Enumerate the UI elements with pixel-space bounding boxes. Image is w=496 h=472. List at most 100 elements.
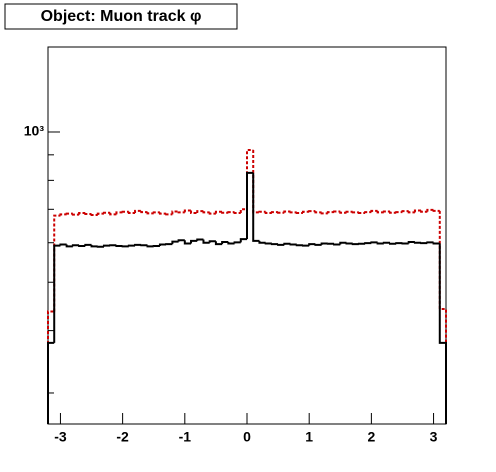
histogram-bin <box>295 212 303 215</box>
histogram-bin <box>171 240 179 245</box>
histogram-bin <box>407 211 415 214</box>
histogram-bin <box>102 211 111 214</box>
x-tick-label: 2 <box>367 429 375 445</box>
histogram-bin <box>345 210 353 213</box>
histogram-bin <box>208 212 216 215</box>
histogram-bin <box>413 209 422 213</box>
histogram-bin <box>183 209 192 213</box>
histogram-bin <box>295 244 303 247</box>
histogram-bin <box>90 244 98 248</box>
histogram-bin <box>395 242 403 245</box>
histogram-bin <box>401 210 409 213</box>
histogram-bin <box>357 212 366 215</box>
histogram-bin <box>78 212 86 215</box>
y-tick-label: 10³ <box>24 123 45 139</box>
histogram-bin <box>221 211 229 214</box>
histogram-bin <box>59 243 67 246</box>
histogram-bin <box>308 210 316 213</box>
histogram-bin <box>84 213 92 215</box>
chart-title: Object: Muon track φ <box>41 8 202 25</box>
histogram-bin <box>370 241 378 244</box>
histogram-bin <box>320 212 328 215</box>
histogram-bin <box>221 240 229 245</box>
histogram-bin <box>277 243 285 246</box>
histogram-bin <box>264 211 272 215</box>
histogram-bin <box>65 244 73 248</box>
histogram-bin <box>345 242 353 245</box>
histogram-bin <box>258 240 266 244</box>
histogram-bin <box>158 212 167 215</box>
histogram-bin <box>289 211 297 214</box>
histogram-bin <box>190 239 198 244</box>
histogram-bin <box>134 209 142 214</box>
histogram-bin <box>65 212 73 215</box>
histogram-bin <box>432 242 440 245</box>
histogram-bin <box>320 242 328 245</box>
histogram-bin <box>121 210 129 213</box>
histogram-bin <box>127 244 136 247</box>
histogram-bin <box>301 210 310 214</box>
title-box <box>4 3 238 30</box>
histogram-bin <box>127 211 136 215</box>
histogram-bin <box>308 243 316 246</box>
x-tick-label: 3 <box>430 429 438 445</box>
histogram-bin <box>370 209 378 213</box>
histogram-bin <box>146 212 154 215</box>
histogram-bin <box>84 243 92 246</box>
histogram-bin <box>339 241 347 245</box>
histogram-bin <box>227 211 235 214</box>
histogram-bin <box>227 241 235 245</box>
histogram-bin <box>183 240 192 245</box>
histogram-bin <box>214 241 223 246</box>
x-tick-label: 0 <box>243 429 251 445</box>
histogram-bin <box>270 211 279 214</box>
histogram-bin <box>246 171 254 240</box>
histogram-bin <box>71 213 80 216</box>
histogram-bin <box>47 341 55 424</box>
histogram-bin <box>364 242 372 245</box>
histogram-bin <box>158 243 167 246</box>
histogram-bin <box>420 210 428 213</box>
histogram-bin <box>432 209 440 212</box>
histogram-bin <box>115 244 123 247</box>
histogram-bin <box>134 243 142 246</box>
histogram-bin <box>190 210 198 215</box>
histogram-bin <box>171 210 179 215</box>
histogram-bin <box>53 244 61 343</box>
histogram-bin <box>333 243 341 246</box>
histogram-bin <box>208 240 216 243</box>
x-tick-label: -3 <box>54 429 67 445</box>
histogram-bin <box>146 245 154 248</box>
histogram-bin <box>102 244 111 247</box>
histogram-bin <box>283 242 291 245</box>
histogram-bin <box>202 211 210 214</box>
histogram-bin <box>202 239 210 244</box>
histogram-bin <box>376 210 384 214</box>
x-tick-label: -2 <box>116 429 129 445</box>
x-tick-label: -1 <box>179 429 192 445</box>
histogram-bin <box>277 211 285 214</box>
histogram-bin <box>382 241 391 244</box>
histogram-bin <box>252 172 260 242</box>
histogram-bin <box>115 211 123 215</box>
histogram-bin <box>364 211 372 214</box>
histogram-bin <box>283 210 291 213</box>
histogram-bin <box>177 239 185 242</box>
histogram-bin <box>270 243 279 246</box>
histogram-bin <box>351 243 359 246</box>
histogram-bin <box>376 242 384 245</box>
x-tick-label: 1 <box>305 429 313 445</box>
histogram-bin <box>351 211 359 214</box>
histogram-bin <box>264 242 272 245</box>
histogram-bin <box>71 244 80 247</box>
histogram-bin <box>152 211 160 214</box>
histogram-bin <box>326 211 335 214</box>
histogram-bin <box>239 208 247 214</box>
histogram-bin <box>78 244 86 247</box>
histogram-bin <box>59 213 67 216</box>
histogram-bin <box>289 243 297 246</box>
histogram-bin <box>196 210 204 214</box>
histogram-bin <box>389 211 397 214</box>
histogram-bin <box>239 238 247 243</box>
histogram-bin <box>214 210 223 214</box>
